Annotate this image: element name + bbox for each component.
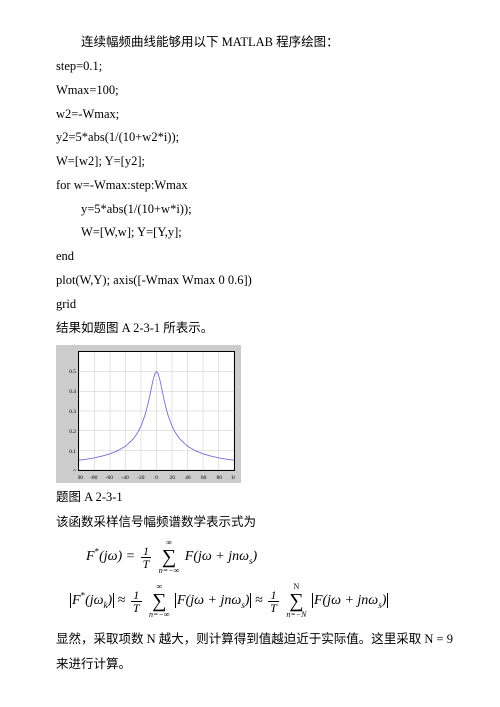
code-line-7: y=5*abs(1/(10+w*i)); bbox=[56, 198, 454, 222]
f1-lhs: F*(jω) = bbox=[86, 549, 139, 564]
svg-text:0.4: 0.4 bbox=[69, 389, 76, 395]
svg-text:-40: -40 bbox=[121, 475, 129, 481]
f2-approx1: ≈ bbox=[118, 593, 129, 608]
code-line-6: for w=-Wmax:step:Wmax bbox=[56, 174, 454, 198]
f2-frac1: 1 T bbox=[131, 589, 142, 614]
f2-sum2: N ∑ n=−N bbox=[286, 583, 306, 619]
svg-text:0.3: 0.3 bbox=[69, 409, 76, 415]
svg-text:40: 40 bbox=[185, 475, 191, 481]
svg-text:-80: -80 bbox=[90, 475, 98, 481]
f1-sum: ∞ ∑ n=−∞ bbox=[159, 539, 180, 575]
f2-rhs: F(jω + jnωs) bbox=[312, 593, 388, 608]
code-line-3: w2=-Wmax; bbox=[56, 103, 454, 127]
intro-text: 连续幅频曲线能够用以下 MATLAB 程序绘图： bbox=[56, 30, 454, 55]
document-page: 连续幅频曲线能够用以下 MATLAB 程序绘图： step=0.1; Wmax=… bbox=[0, 0, 500, 677]
f1-rhs: F(jω + jnωs) bbox=[185, 549, 257, 564]
svg-text:0.2: 0.2 bbox=[69, 429, 76, 435]
code-line-1: step=0.1; bbox=[56, 55, 454, 79]
conclusion-text: 显然，采取项数 N 越大，则计算得到值越迫近于实际值。这里采取 N = 9 来进… bbox=[56, 627, 454, 677]
f1-frac: 1 T bbox=[141, 545, 152, 570]
svg-text:0: 0 bbox=[73, 469, 76, 471]
svg-text:80: 80 bbox=[217, 475, 223, 481]
code-line-8: W=[W,w]; Y=[Y,y]; bbox=[56, 221, 454, 245]
svg-text:0: 0 bbox=[155, 475, 158, 481]
svg-text:0.5: 0.5 bbox=[69, 369, 76, 375]
f2-mid: F(jω + jnωs) bbox=[175, 593, 251, 608]
f2-approx2: ≈ bbox=[255, 593, 266, 608]
formula-2: F*(jωk) ≈ 1 T ∞ ∑ n=−∞ F(jω + jnωs) ≈ 1 … bbox=[56, 579, 454, 623]
code-line-9: end bbox=[56, 245, 454, 269]
f2-sum1: ∞ ∑ n=−∞ bbox=[149, 583, 170, 619]
svg-text:-100: -100 bbox=[78, 475, 83, 481]
svg-text:0.1: 0.1 bbox=[69, 449, 76, 455]
code-line-10: plot(W,Y); axis([-Wmax Wmax 0 0.6]) bbox=[56, 269, 454, 293]
chart-figure: 0 0.1 0.2 0.3 0.4 0.5 -100 -80 -60 -40 -20 0 20 40 60… bbox=[56, 345, 241, 483]
code-line-2: Wmax=100; bbox=[56, 79, 454, 103]
f2-frac2: 1 T bbox=[268, 589, 279, 614]
figure-caption: 题图 A 2-3-1 bbox=[56, 485, 454, 510]
formula-1: F*(jω) = 1 T ∞ ∑ n=−∞ F(jω + jnωs) bbox=[56, 535, 454, 579]
f2-lhs: F*(jωk) bbox=[70, 593, 114, 608]
code-line-4: y2=5*abs(1/(10+w2*i)); bbox=[56, 126, 454, 150]
x-axis-labels: -100 -80 -60 -40 -20 0 20 40 60 80 100 bbox=[78, 471, 235, 483]
y-axis-labels: 0 0.1 0.2 0.3 0.4 0.5 bbox=[56, 351, 78, 471]
svg-text:20: 20 bbox=[169, 475, 175, 481]
chart-plot-area bbox=[78, 351, 235, 471]
result-line: 结果如题图 A 2-3-1 所表示。 bbox=[56, 316, 454, 341]
code-line-5: W=[w2]; Y=[y2]; bbox=[56, 150, 454, 174]
svg-text:-20: -20 bbox=[137, 475, 145, 481]
svg-text:100: 100 bbox=[231, 475, 235, 481]
chart-svg bbox=[79, 352, 234, 470]
svg-text:60: 60 bbox=[201, 475, 207, 481]
after-figure-text: 该函数采样信号幅频谱数学表示式为 bbox=[56, 510, 454, 535]
svg-text:-60: -60 bbox=[106, 475, 114, 481]
code-line-11: grid bbox=[56, 293, 454, 317]
